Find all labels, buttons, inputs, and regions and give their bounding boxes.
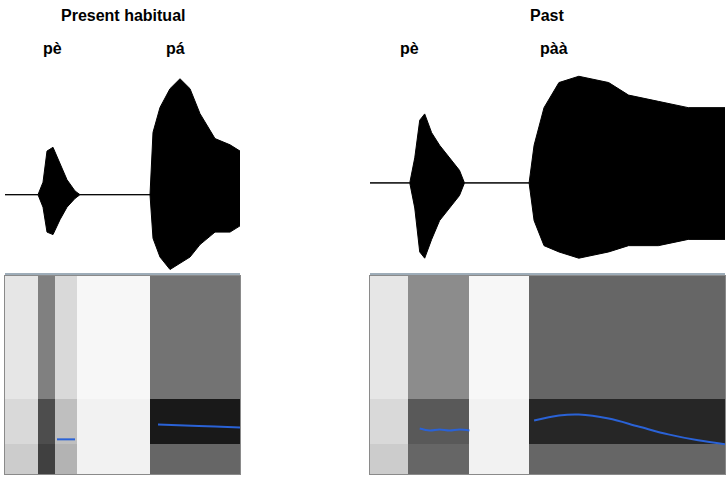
svg-text:pè: pè <box>400 40 419 57</box>
svg-text:pè: pè <box>43 40 62 57</box>
svg-text:Present habitual: Present habitual <box>61 7 185 24</box>
svg-text:pàà: pàà <box>540 40 568 57</box>
svg-text:pá: pá <box>166 40 185 57</box>
svg-text:Past: Past <box>530 7 564 24</box>
